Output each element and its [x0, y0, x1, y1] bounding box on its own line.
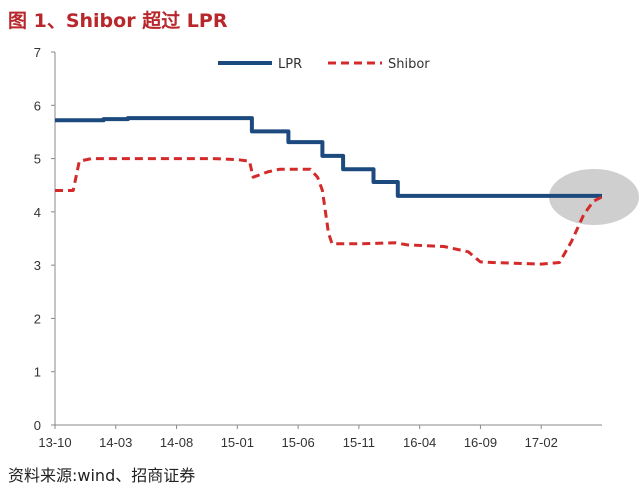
- legend-label-lpr: LPR: [278, 57, 302, 72]
- series-line-lpr: [55, 116, 602, 198]
- x-tick-label: 15-06: [281, 435, 314, 450]
- x-tick-label: 15-11: [343, 435, 375, 450]
- y-tick-label: 1: [34, 365, 41, 380]
- x-tick-label: 15-01: [221, 435, 254, 450]
- x-tick-label: 17-02: [525, 435, 558, 450]
- series-line-shibor: [55, 157, 603, 266]
- y-tick-label: 6: [34, 98, 41, 113]
- x-tick-label: 16-04: [403, 435, 436, 450]
- chart-title: 图 1、Shibor 超过 LPR: [8, 10, 228, 32]
- x-tick-label: 13-10: [38, 435, 71, 450]
- y-tick-label: 4: [34, 205, 41, 220]
- legend: LPR Shibor: [218, 57, 430, 72]
- x-tick-label: 16-09: [464, 435, 497, 450]
- y-tick-label: 3: [34, 258, 41, 273]
- y-tick-label: 2: [34, 311, 41, 326]
- y-tick-label: 0: [34, 418, 41, 433]
- x-tick-label: 14-08: [160, 435, 193, 450]
- y-tick-label: 7: [34, 45, 41, 60]
- legend-label-shibor: Shibor: [388, 57, 430, 72]
- y-tick-label: 5: [34, 152, 41, 167]
- x-tick-label: 14-03: [99, 435, 132, 450]
- source-note: 资料来源:wind、招商证券: [8, 466, 196, 485]
